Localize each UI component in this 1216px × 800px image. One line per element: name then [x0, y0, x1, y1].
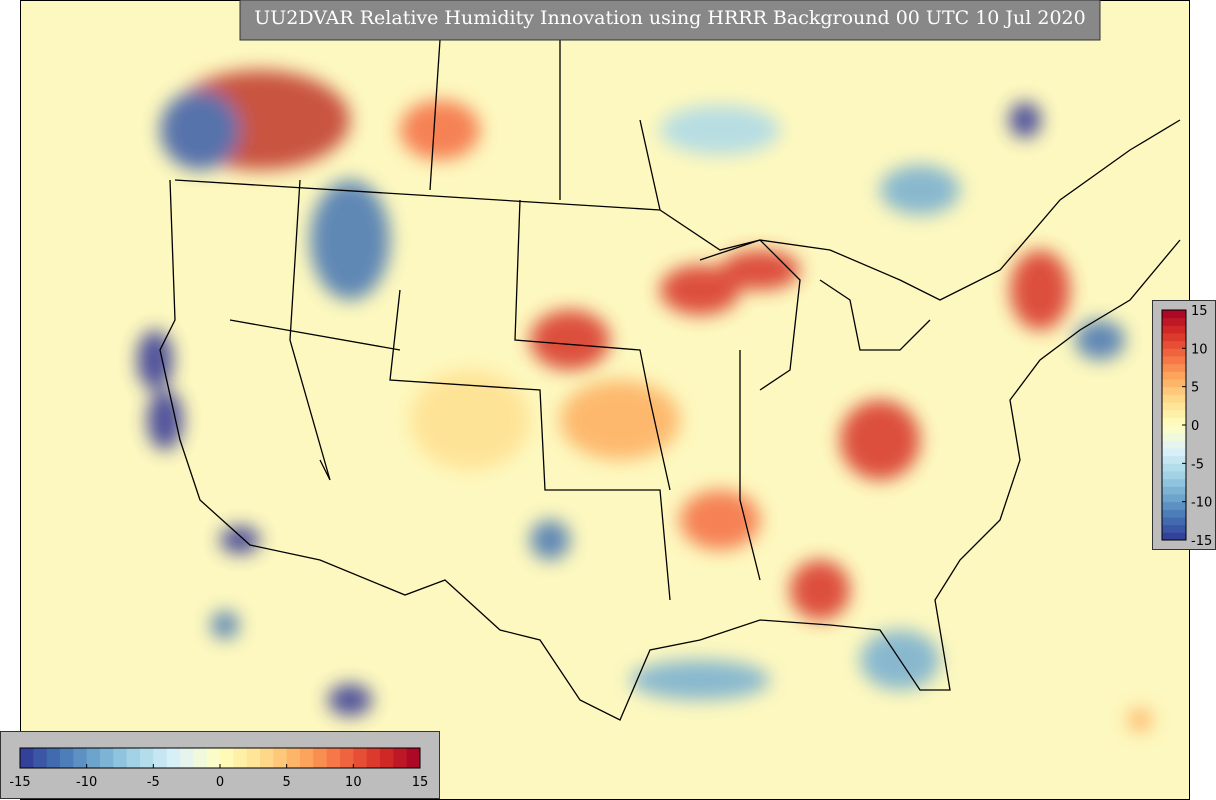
colorbar-side-cell: [1162, 486, 1186, 495]
colorbar-cell: [20, 748, 34, 768]
colorbar-cell: [286, 748, 301, 768]
colorbar-cell: [340, 748, 354, 768]
colorbar-cell: [73, 748, 88, 768]
colorbar-side-cell: [1162, 478, 1186, 487]
colorbar-cell: [206, 748, 221, 768]
colorbar-side-cell: [1162, 333, 1186, 342]
colorbar-cell: [46, 748, 61, 768]
colorbar-side-cell: [1162, 455, 1186, 464]
colorbar-cell: [380, 748, 394, 768]
colorbar-cell: [273, 748, 288, 768]
colorbar-side-cell: [1162, 340, 1186, 349]
colorbar-side-tick-label: 10: [1191, 342, 1208, 357]
colorbar-cell: [113, 748, 128, 768]
colorbar-side-cell: [1162, 532, 1186, 541]
colorbar-cell: [260, 748, 274, 768]
colorbar-side-cell: [1162, 310, 1186, 319]
colorbar-side-cell: [1162, 509, 1186, 518]
colorbar-cell: [393, 748, 408, 768]
colorbar-side-cell: [1162, 432, 1186, 441]
colorbar: -15 -10 -5 0 5 10 15: [9, 747, 429, 790]
colorbar-side-tick-label: -10: [1191, 496, 1212, 511]
colorbar-side-cell: [1162, 471, 1186, 480]
colorbar-cell: [100, 748, 114, 768]
colorbar-cell: [86, 748, 101, 768]
colorbar-side-cell: [1162, 379, 1186, 388]
colorbar-cell: [60, 748, 74, 768]
colorbar-cell: [366, 748, 381, 768]
colorbar-tick-label: -5: [147, 775, 160, 790]
colorbar-tick-label: 5: [283, 775, 291, 790]
colorbar-cell: [353, 748, 368, 768]
colorbar-side-cell: [1162, 325, 1186, 334]
colorbar-cell: [193, 748, 208, 768]
colorbar-side-cell: [1162, 409, 1186, 418]
colorbar-side-tick-label: 0: [1191, 419, 1199, 434]
colorbar-side-tick-label: -5: [1191, 457, 1204, 472]
colorbar-side-cell: [1162, 501, 1186, 510]
colorbar-tick-label: 15: [412, 775, 429, 790]
colorbar-cell: [153, 748, 168, 768]
colorbar-side-cell: [1162, 448, 1186, 457]
colorbar-side-cell: [1162, 317, 1186, 326]
colorbar-cell: [326, 748, 341, 768]
colorbar-side-tick-label: -15: [1191, 534, 1212, 549]
colorbar-cell: [233, 748, 248, 768]
colorbar-cell: [313, 748, 328, 768]
colorbar-tick-label: 0: [216, 775, 224, 790]
colorbar-side-tick-label: 15: [1191, 304, 1208, 319]
title-box: [239, 0, 1101, 41]
colorbar-tick-label: -15: [9, 775, 30, 790]
colorbar-cell: [180, 748, 194, 768]
colorbar-side-cell: [1162, 417, 1186, 426]
colorbar-cell: [246, 748, 261, 768]
colorbar-side-cell: [1162, 463, 1186, 472]
colorbar-cell: [126, 748, 141, 768]
map-field: [20, 0, 1190, 800]
colorbar-side-cell: [1162, 356, 1186, 365]
colorbar-tick-label: 10: [345, 775, 362, 790]
colorbar-side-cell: [1162, 394, 1186, 403]
colorbar-cell: [300, 748, 314, 768]
colorbar-side-cell: [1162, 494, 1186, 503]
colorbar-side-cell: [1162, 363, 1186, 372]
colorbar-side-cell: [1162, 440, 1186, 449]
colorbar-cell: [33, 748, 48, 768]
map-title: UU2DVAR Relative Humidity Innovation usi…: [254, 7, 1086, 29]
colorbar-cell: [140, 748, 154, 768]
colorbar-side-cell: [1162, 386, 1186, 395]
colorbar-side-cell: [1162, 402, 1186, 411]
colorbar-side-cell: [1162, 348, 1186, 357]
colorbar-side-cell: [1162, 517, 1186, 526]
colorbar-side-cell: [1162, 425, 1186, 434]
colorbar-side-cell: [1162, 371, 1186, 380]
colorbar-tick-label: -10: [76, 775, 97, 790]
colorbar-side: -15 -10 -5 0 5 10 15: [1161, 304, 1212, 549]
colorbar-side-cell: [1162, 524, 1186, 533]
colorbar-side-tick-label: 5: [1191, 381, 1199, 396]
colorbar-cell: [406, 748, 421, 768]
colorbar-cell: [220, 748, 234, 768]
borders: [159, 39, 1181, 721]
colorbar-cell: [166, 748, 181, 768]
